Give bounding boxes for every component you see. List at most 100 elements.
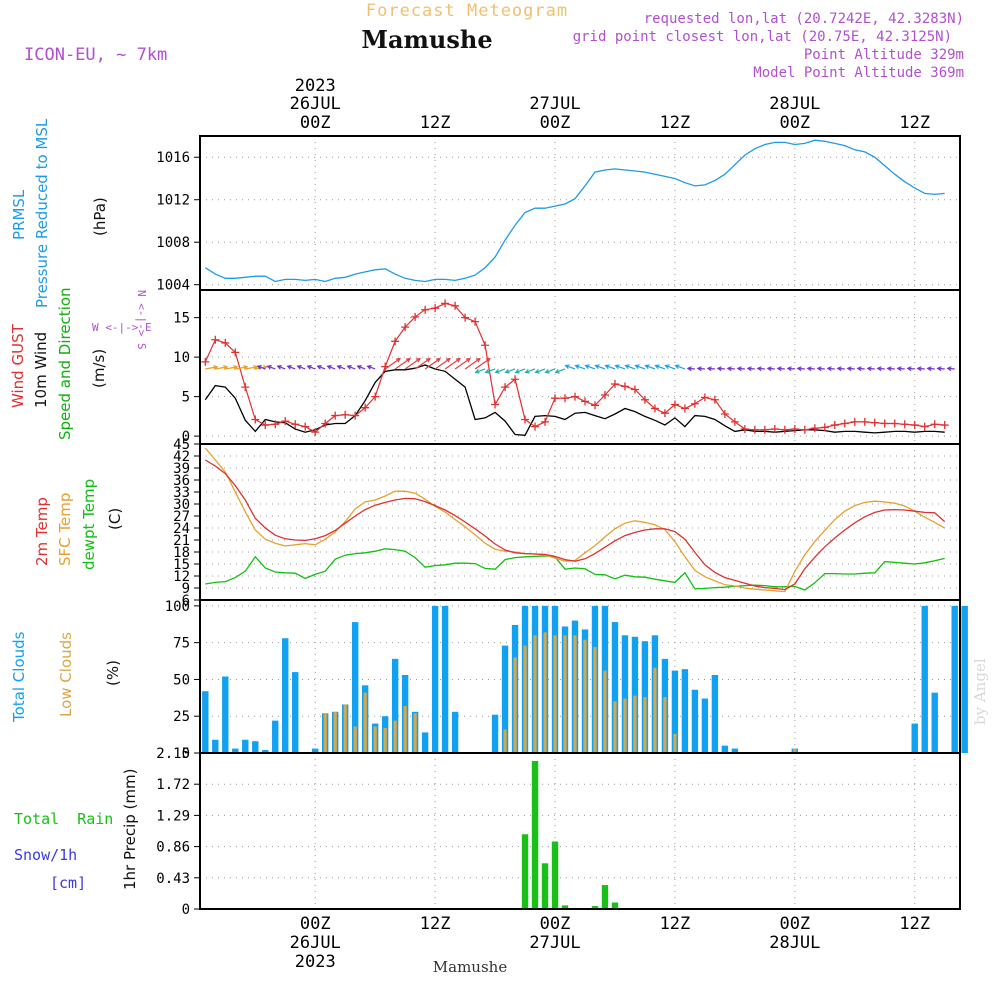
gust-marker [740,424,749,433]
precip-label-cm: [cm] [50,874,86,892]
wind-arrow [337,365,346,370]
wind-arrow-head [886,366,892,372]
wind-label-gust: Wind GUST [9,323,27,408]
wind-arrow-head [485,357,491,363]
total-cloud-bar [292,672,299,753]
wind-arrow [605,364,616,370]
gust-marker [271,420,280,429]
y-tick-label: 0.43 [156,871,190,887]
wind-arrow [394,358,411,370]
gust-marker [920,422,929,431]
app-title: Forecast Meteogram [366,1,568,21]
gust-marker [281,417,290,426]
wind-arrow-head [213,365,219,370]
wind-arrow-head [276,365,282,370]
wind-arrow [485,368,496,373]
wind-arrow-head [866,366,872,372]
gust-marker [680,404,689,413]
wind-arrow-head [554,368,560,374]
wind-arrow-head [916,366,922,372]
gust-marker [541,417,550,426]
temp-label-2m: 2m Temp [33,497,51,566]
wind-arrow [545,368,556,373]
wind-arrow-head [326,365,332,370]
wind-arrow-head [746,366,752,372]
wind-arrow-head [395,357,401,363]
wind-arrow-head [674,364,680,369]
wind-10m-line [204,364,945,436]
total-cloud-bar [501,645,509,753]
y-tick-label: 15 [173,557,190,573]
gust-marker [231,348,240,357]
top-time-label: 12Z [899,113,930,133]
wind-arrow [565,364,576,370]
wind-arrow [347,365,356,370]
rain-bar [521,834,529,909]
gust-marker [331,411,340,420]
gust-marker [650,404,659,413]
low-cloud-bar [673,733,677,753]
wind-arrow [434,358,451,370]
y-tick-label: 0 [182,902,190,918]
model-altitude: Model Point Altitude 369m [753,65,964,81]
gust-marker [351,411,360,420]
gust-marker [750,425,759,434]
y-tick-label: 36 [173,473,190,489]
wind-arrow-head [664,364,670,369]
y-tick-label: 30 [173,497,190,513]
total-cloud-bar [232,748,239,753]
gust-marker [620,382,629,391]
wind-arrow-head [726,366,732,372]
wind-label-dir: Speed and Direction [56,287,74,440]
total-cloud-bar [621,635,629,753]
gust-marker [900,420,909,429]
wind-arrow-head [544,368,550,374]
gust-marker [561,394,570,403]
wind-arrow-head [926,366,932,372]
y-tick-label: 27 [173,509,190,525]
gust-marker [940,421,949,430]
wind-arrow [267,365,276,370]
gust-marker [720,409,729,418]
total-cloud-bar [431,605,439,753]
gust-marker [201,357,210,366]
total-cloud-bar [711,675,719,753]
gust-marker [580,397,589,406]
wind-arrow-head [936,366,942,372]
low-cloud-bar [663,697,667,753]
wind-arrow-head [223,365,229,370]
wind-arrow-head [816,366,822,372]
gust-marker [790,424,799,433]
gust-marker [501,383,510,392]
y-tick-label: 15 [173,311,190,327]
wind-arrow [225,366,238,370]
wind-arrow [615,364,626,370]
gust-marker [451,301,460,310]
model-label: ICON-EU, ~ 7km [24,45,167,65]
top-time-label: 12Z [420,113,451,133]
wind-arrow-head [425,357,431,363]
bottom-time-label: 12Z [420,914,451,934]
wind-arrow [475,368,486,373]
gust-marker [471,317,480,326]
wind-arrow-head [604,364,610,369]
gust-marker [301,422,310,431]
wind-arrow-head [435,357,441,363]
y-tick-label: 6 [182,593,190,609]
wind-arrow-head [786,366,792,372]
wind-arrow-head [445,357,451,363]
wind-arrow-head [856,366,862,372]
pressure-labels: PRMSL Pressure Reduced to MSL (hPa) [10,118,109,308]
bottom-date-label: 26JUL [290,933,341,953]
bottom-time-label: 00Z [540,914,571,934]
gust-marker [870,418,879,427]
total-cloud-bar [671,670,679,753]
wind-arrow-head [796,366,802,372]
gust-marker [850,417,859,426]
temp-label-dewpt: dewpt Temp [80,479,98,570]
wind-arrow-head [826,366,832,372]
gust-marker [640,395,649,404]
gust-marker [531,422,540,431]
gust-marker [481,341,490,350]
